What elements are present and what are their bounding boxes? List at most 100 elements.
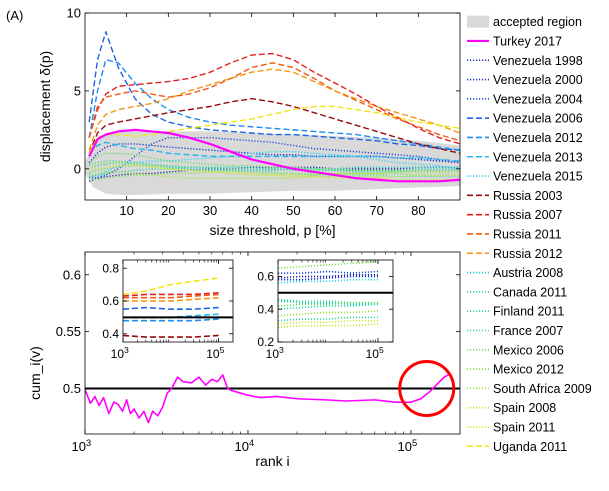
legend-label-venezuela-2006: Venezuela 2006: [493, 112, 583, 126]
inset-series-line-uganda-2011: [123, 277, 219, 296]
bottom-y-tick-label: 0.6: [63, 267, 81, 282]
highlight-circle: [398, 360, 456, 417]
top-x-axis-label: size threshold, p [%]: [209, 222, 335, 238]
legend-label-venezuela-2004: Venezuela 2004: [493, 92, 583, 106]
inset-series-line-venezuela-2006: [123, 306, 219, 311]
inset-series-line-venezuela-1998: [278, 273, 378, 279]
bottom-x-tick-label: 10: [235, 439, 249, 454]
legend-label-turkey-2017: Turkey 2017: [493, 34, 562, 48]
inset-series-line-france-2007: [278, 298, 378, 304]
legend-label-venezuela-2000: Venezuela 2000: [493, 73, 583, 87]
series-line-venezuela-2015: [88, 150, 460, 178]
inset-series-line-spain-2011: [278, 319, 378, 325]
inset-series-line-russia-2003: [123, 334, 219, 338]
legend-label-accepted-region: accepted region: [493, 15, 582, 29]
inset-series-line-canada-2011: [278, 303, 379, 310]
inset-plot-left: 10 3 10 50.40.60.8: [102, 259, 234, 361]
bottom-y-tick-label: 0.5: [63, 381, 81, 396]
inset-y-tick-label: 0.6: [102, 294, 119, 308]
bottom-plot-frame: [84, 251, 461, 435]
bottom-y-tick-label: 0.55: [56, 324, 81, 339]
legend-label-finland-2011: Finland 2011: [493, 305, 564, 319]
series-line-mexico-2012: [89, 171, 460, 181]
inset-x-tick-exponent: 5: [379, 345, 384, 355]
top-x-tick-label: 40: [244, 203, 258, 218]
top-y-tick-label: 0: [74, 161, 81, 176]
top-plot-frame: [84, 12, 461, 201]
inset-series-line-mexico-2012: [278, 260, 379, 269]
legend: accepted region Turkey 2017 Venezuela 1998…: [467, 15, 592, 454]
series-line-mexico-2006: [88, 152, 460, 173]
legend-label-russia-2007: Russia 2007: [493, 208, 563, 222]
top-y-tick-label: 5: [74, 83, 81, 98]
series-line-russia-2012: [88, 68, 460, 151]
inset-x-tick-exponent: 5: [220, 345, 225, 355]
inset-series-line-spain-2008: [278, 323, 379, 329]
legend-label-russia-2003: Russia 2003: [493, 189, 563, 203]
top-x-tick-label: 70: [369, 203, 383, 218]
inset-x-tick-label: 10: [206, 347, 220, 361]
inset-x-tick-label: 10: [266, 347, 280, 361]
inset-y-tick-label: 0.2: [257, 335, 274, 349]
series-line-canada-2011: [89, 166, 460, 178]
series-line-russia-2003: [88, 98, 460, 154]
inset-x-tick-label: 10: [111, 347, 125, 361]
series-line-venezuela-2012: [88, 59, 460, 151]
series-line-venezuela-2006: [88, 31, 460, 151]
legend-label-france-2007: France 2007: [493, 324, 563, 338]
series-line-russia-2007: [88, 52, 460, 145]
inset-series-line-russia-2012: [123, 296, 219, 302]
bottom-x-tick-exponent: 3: [86, 438, 91, 448]
legend-label-uganda-2011: Uganda 2011: [493, 440, 567, 454]
bottom-x-tick-label: 10: [72, 439, 86, 454]
series-line-russia-2011: [88, 62, 460, 142]
top-x-tick-label: 80: [411, 203, 425, 218]
top-y-axis-label: displacement δ(p): [37, 51, 53, 162]
top-y-tick-label: 10: [67, 6, 81, 21]
bottom-x-tick-exponent: 5: [412, 438, 417, 448]
inset-frame: [277, 259, 394, 343]
series-line-spain-2008: [88, 161, 460, 176]
top-x-tick-label: 30: [203, 203, 217, 218]
series-line-south-africa-2009: [89, 171, 460, 179]
inset-plot-right: 10 3 10 50.20.40.6: [257, 259, 394, 361]
inset-x-tick-exponent: 3: [124, 345, 129, 355]
bottom-y-axis-label: cum_i(v): [27, 346, 43, 400]
inset-x-tick-label: 10: [366, 347, 380, 361]
top-x-tick-label: 10: [119, 203, 133, 218]
legend-label-venezuela-1998: Venezuela 1998: [493, 54, 583, 68]
legend-label-russia-2012: Russia 2012: [493, 247, 563, 261]
inset-y-tick-label: 0.4: [102, 327, 119, 341]
series-line-venezuela-2013: [88, 141, 460, 162]
legend-label-spain-2011: Spain 2011: [493, 420, 555, 434]
top-x-tick-label: 60: [328, 203, 342, 218]
inset-series-line-venezuela-2004: [278, 270, 379, 274]
series-line-venezuela-2004: [89, 136, 460, 179]
bottom-x-tick-exponent: 4: [249, 438, 254, 448]
legend-label-venezuela-2013: Venezuela 2013: [493, 150, 583, 164]
inset-series-line-mexico-2006: [278, 301, 378, 307]
inset-series-line-venezuela-2000: [278, 275, 378, 281]
legend-label-venezuela-2015: Venezuela 2015: [493, 170, 583, 184]
series-line-turkey-2017: [85, 373, 451, 424]
inset-y-tick-label: 0.6: [257, 270, 274, 284]
series-line-turkey-2017: [88, 128, 460, 183]
displacement-plot: 10 20 30 40 50 60 70 80 0 5 10 size threshold, p [%…: [37, 6, 461, 238]
inset-series-line-venezuela-2012: [123, 318, 219, 322]
inset-series-line-russia-2007: [123, 292, 219, 297]
inset-series-line-venezuela-2015: [278, 278, 378, 284]
inset-series-line-south-africa-2009: [278, 310, 379, 317]
legend-label-austria-2008: Austria 2008: [493, 266, 563, 280]
legend-label-venezuela-2012: Venezuela 2012: [493, 131, 583, 145]
panel-label: (A): [6, 8, 23, 23]
series-line-uganda-2011: [88, 105, 460, 154]
top-x-tick-label: 50: [286, 203, 300, 218]
top-x-tick-label: 20: [161, 203, 175, 218]
bottom-x-axis-label: rank i: [255, 453, 289, 469]
legend-label-mexico-2012: Mexico 2012: [493, 363, 564, 377]
inset-y-tick-label: 0.8: [102, 261, 119, 275]
legend-label-south-africa-2009: South Africa 2009: [493, 382, 592, 396]
bottom-x-tick-label: 10: [397, 439, 411, 454]
